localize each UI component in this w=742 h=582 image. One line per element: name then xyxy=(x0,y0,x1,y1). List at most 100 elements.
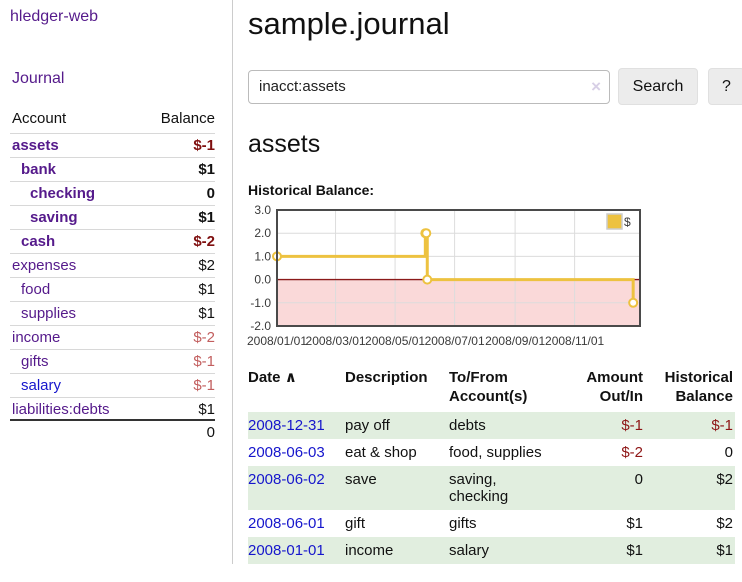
account-link-liabilities-debts[interactable]: liabilities:debts xyxy=(12,401,110,418)
legend-label: $ xyxy=(624,215,631,229)
transaction-date-link[interactable]: 2008-01-01 xyxy=(248,542,325,559)
accounts-total: 0 xyxy=(206,424,215,441)
search-bar: × Search ? xyxy=(248,68,742,105)
accounts-table-header: Account Balance xyxy=(10,110,215,133)
accounts-list: assets $-1 bank $1 checking 0 saving $1 cash $-2 e… xyxy=(10,133,215,421)
register-cell-balance: $1 xyxy=(716,542,733,559)
account-link-gifts[interactable]: gifts xyxy=(21,353,49,370)
account-balance: $-1 xyxy=(193,377,215,394)
help-button[interactable]: ? xyxy=(708,68,742,105)
account-balance: $1 xyxy=(198,305,215,322)
account-row: supplies $1 xyxy=(10,301,215,325)
register-row: 2008-12-31 pay off debts $-1 $-1 xyxy=(248,412,735,439)
register-cell-description: gift xyxy=(345,515,366,532)
page-title: sample.journal xyxy=(248,6,450,41)
x-tick-label: 2008/09/01 xyxy=(485,334,545,348)
clear-search-icon[interactable]: × xyxy=(591,76,601,96)
x-tick-label: 2008/07/01 xyxy=(425,334,485,348)
register-cell-description: save xyxy=(345,471,377,488)
account-row: saving $1 xyxy=(10,205,215,229)
account-balance: $1 xyxy=(198,161,215,178)
register-cell-amount: $1 xyxy=(626,515,643,532)
accounts-column-balance: Balance xyxy=(160,110,215,127)
app-title-link[interactable]: hledger-web xyxy=(10,8,99,25)
historical-balance-chart: 3.0 2.0 1.0 0.0 -1.0 -2.02008/01/012008/03/01… xyxy=(247,205,641,348)
account-link-cash[interactable]: cash xyxy=(21,233,56,250)
account-row: checking 0 xyxy=(10,181,215,205)
register-cell-balance: 0 xyxy=(724,444,733,461)
transaction-date-link[interactable]: 2008-06-01 xyxy=(248,515,325,532)
y-tick-label: 1.0 xyxy=(254,249,271,263)
y-tick-label: -2.0 xyxy=(250,319,271,333)
account-row: liabilities:debts $1 xyxy=(10,397,215,421)
register-column-balance: Historical Balance xyxy=(664,369,733,405)
account-link-saving[interactable]: saving xyxy=(30,209,78,226)
x-tick-label: 2008/03/01 xyxy=(306,334,366,348)
register-cell-amount: 0 xyxy=(634,471,643,488)
account-heading: assets xyxy=(248,130,321,158)
y-tick-label: 0.0 xyxy=(254,273,271,287)
search-button[interactable]: Search xyxy=(618,68,698,105)
account-link-supplies[interactable]: supplies xyxy=(21,305,77,322)
register-cell-amount: $-1 xyxy=(621,417,643,434)
account-row: expenses $2 xyxy=(10,253,215,277)
register-table: Date ∧ Description To/From Account(s) Am… xyxy=(248,366,735,564)
page: hledger-web Journal Account Balance asse… xyxy=(0,0,742,564)
register-cell-date: 2008-06-02 xyxy=(248,466,345,510)
x-tick-label: 2008/11/01 xyxy=(545,334,604,348)
account-balance: $1 xyxy=(198,209,215,226)
account-link-food[interactable]: food xyxy=(21,281,51,298)
register-cell-description: eat & shop xyxy=(345,444,417,461)
register-column-description: Description xyxy=(345,369,428,386)
account-balance: $-1 xyxy=(193,137,215,154)
account-balance: $-2 xyxy=(193,233,215,250)
search-input[interactable] xyxy=(248,69,610,104)
sidebar-item-journal[interactable]: Journal xyxy=(12,70,65,87)
account-link-income[interactable]: income xyxy=(12,329,61,346)
account-balance: $2 xyxy=(198,257,215,274)
register-column-date[interactable]: Date ∧ xyxy=(248,369,297,386)
plot-border xyxy=(276,209,641,327)
register-cell-balance: $2 xyxy=(716,471,733,488)
register-cell-balance: $-1 xyxy=(711,417,733,434)
register-cell-accounts: gifts xyxy=(449,515,477,532)
account-link-bank[interactable]: bank xyxy=(21,161,57,178)
register-row: 2008-06-03 eat & shop food, supplies $-2 0 xyxy=(248,439,735,466)
account-link-salary[interactable]: salary xyxy=(21,377,62,394)
account-row: assets $-1 xyxy=(10,133,215,157)
transaction-date-link[interactable]: 2008-12-31 xyxy=(248,417,325,434)
data-point-marker xyxy=(421,228,432,239)
account-balance: $-2 xyxy=(193,329,215,346)
register-row: 2008-06-02 save saving, checking 0 $2 xyxy=(248,466,735,510)
register-cell-accounts: debts xyxy=(449,417,486,434)
register-cell-accounts: food, supplies xyxy=(449,444,542,461)
register-cell-accounts: salary xyxy=(449,542,490,559)
register-cell-accounts: saving, checking xyxy=(449,471,509,505)
sort-ascending-icon: ∧ xyxy=(284,369,297,386)
transaction-date-link[interactable]: 2008-06-02 xyxy=(248,471,325,488)
account-link-checking[interactable]: checking xyxy=(30,185,96,202)
account-link-expenses[interactable]: expenses xyxy=(12,257,77,274)
register-cell-date: 2008-06-01 xyxy=(248,510,345,537)
account-row: cash $-2 xyxy=(10,229,215,253)
account-link-assets[interactable]: assets xyxy=(12,137,59,154)
register-cell-date: 2008-06-03 xyxy=(248,439,345,466)
account-balance: $-1 xyxy=(193,353,215,370)
accounts-column-account: Account xyxy=(12,110,67,127)
register-column-accounts: To/From Account(s) xyxy=(449,369,528,405)
register-cell-amount: $-2 xyxy=(621,444,643,461)
y-tick-label: -1.0 xyxy=(250,296,271,310)
data-point-marker xyxy=(628,297,639,308)
y-tick-label: 2.0 xyxy=(254,226,271,240)
sidebar: hledger-web Journal Account Balance asse… xyxy=(0,0,233,564)
register-row: 2008-01-01 income salary $1 $1 xyxy=(248,537,735,564)
chart-section-label: Historical Balance: xyxy=(248,182,375,198)
account-balance: $1 xyxy=(198,401,215,418)
register-row: 2008-06-01 gift gifts $1 $2 xyxy=(248,510,735,537)
legend-swatch xyxy=(606,213,623,230)
transaction-date-link[interactable]: 2008-06-03 xyxy=(248,444,325,461)
account-row: gifts $-1 xyxy=(10,349,215,373)
register-column-amount: Amount Out/In xyxy=(586,369,643,405)
register-cell-description: pay off xyxy=(345,417,390,434)
account-row: bank $1 xyxy=(10,157,215,181)
